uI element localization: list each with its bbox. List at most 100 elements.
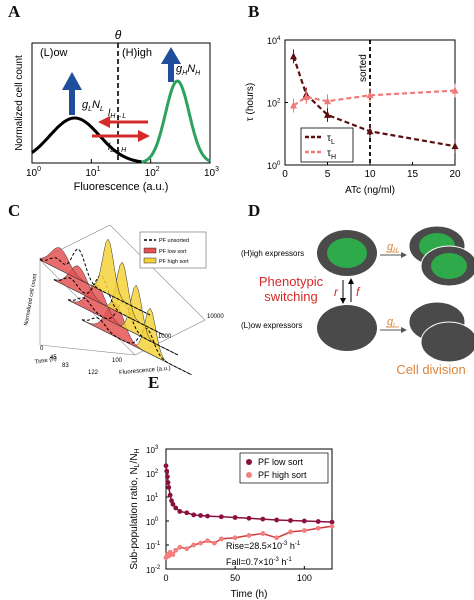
d-division-arrow-low: [380, 327, 407, 333]
panel-c-zlabel: Time (h): [34, 356, 57, 366]
panel-e-xlabel: Time (h): [231, 589, 268, 600]
panel-e-ytick-2: 100: [146, 517, 159, 527]
panel-e-xtick-1: 50: [230, 573, 240, 583]
panel-a-switch-l-to-h-arrow: [92, 130, 150, 142]
d-gh-label: gH: [387, 241, 398, 254]
panel-e-series-0-point-7: [170, 501, 176, 507]
panel-b-xtick-2: 10: [364, 169, 376, 180]
panel-e-series-1-point-8: [191, 542, 197, 548]
panel-label-e: E: [148, 373, 160, 392]
panel-e-series-0-point-19: [288, 518, 293, 523]
panel-a-high-label: (H)igh: [122, 47, 152, 59]
panel-e-series-1-point-6: [177, 544, 183, 550]
panel-e-ytick-4: 102: [146, 469, 159, 479]
panel-b-xlabel: ATc (ng/ml): [345, 185, 395, 196]
panel-e-series-1-point-12: [218, 536, 224, 542]
panel-b-axes: 0 5 10 15 20 100 102 104: [267, 36, 461, 180]
panel-b-xtick-4: 20: [449, 169, 461, 180]
d-division-arrow-high: [380, 252, 407, 258]
panel-e-series-1-point-17: [288, 529, 293, 535]
d-low-daughter-cells: [408, 301, 474, 363]
panel-e-axes: 0 50 100 10-2 10-1 100 101 102 103: [146, 445, 312, 583]
d-high-cell: [317, 230, 377, 276]
panel-b-series-line-0: [292, 55, 456, 148]
panel-e-series-0-point-2: [164, 474, 170, 480]
d-high-expressors-label: (H)igh expressors: [241, 249, 304, 258]
panel-e-series-0-point-14: [218, 514, 224, 520]
panel-e-series-0-point-3: [165, 480, 171, 485]
panel-e-fall-label: Fall=0.7×10-3 h-1: [226, 557, 292, 567]
panel-b-ytick-1: 102: [267, 99, 281, 109]
panel-e-series-0-point-9: [177, 509, 183, 514]
panel-e-legend: PF low sort PF high sort: [239, 452, 329, 484]
panel-e-legend-low: PF low sort: [258, 457, 304, 467]
panel-label-b: B: [248, 2, 260, 21]
panel-e-xtick-0: 0: [163, 573, 168, 583]
panel-e-ytick-0: 10-2: [146, 565, 161, 575]
panel-e-series-0-point-17: [260, 516, 266, 522]
panel-a-switch-l-to-h-label: lL→H: [108, 142, 127, 154]
panel-a-xlabel: Fluorescence (a.u.): [74, 181, 169, 193]
panel-a-low-curve: [31, 116, 142, 164]
panel-c-time-tick-3: 122: [88, 370, 99, 375]
panel-a-low-growth-arrow: [62, 72, 82, 115]
d-gl-label: gL: [387, 316, 396, 329]
panel-e-series-1-point-7: [184, 546, 190, 552]
panel-b-legend-tau-l: τL: [327, 133, 335, 146]
panel-e-series-1-point-11: [212, 540, 217, 546]
panel-e-series-0-point-12: [198, 513, 203, 518]
panel-b-xtick-1: 5: [325, 169, 331, 180]
panel-e-series-1-point-5: [173, 547, 179, 553]
panel-a-low-growth-label: gLNL: [82, 99, 104, 113]
d-low-cell: [317, 305, 377, 351]
panel-b-xtick-3: 15: [407, 169, 419, 180]
panel-e-ylabel: Sub-population ratio, NL/NH: [129, 448, 141, 569]
d-phenotypic-label: Phenotypic: [259, 274, 324, 289]
panel-c-time-tick-2: 83: [62, 363, 69, 369]
panel-e-series-0-point-16: [246, 515, 252, 521]
panel-e-series-1-point-20: [329, 523, 335, 529]
panel-e-series-1-point-15: [260, 531, 266, 536]
d-r-label: r: [334, 285, 339, 299]
panel-a-high-growth-arrow: [161, 47, 181, 82]
panel-a-xtick-2: 102: [145, 166, 160, 179]
panel-e-series-1-point-9: [198, 540, 203, 546]
panel-e-series-1-point-2: [166, 553, 172, 559]
panel-e-series-1-point-13: [232, 535, 238, 541]
panel-e-series-0-point-5: [167, 492, 173, 498]
panel-a-ylabel: Normalized cell count: [14, 55, 25, 151]
panel-b-ytick-2: 104: [267, 36, 281, 46]
panel-a-xtick-1: 101: [85, 166, 100, 179]
panel-b-ylabel: τ (hours): [245, 83, 256, 121]
panel-b-sorted-label: sorted: [358, 54, 369, 82]
d-switching-arrows: [340, 278, 354, 304]
panel-e-rise-label: Rise=28.5×10-3 h-1: [226, 541, 301, 551]
panel-b-series-line-1: [292, 89, 456, 107]
panel-c-time-tick-0: 0: [40, 346, 44, 352]
panel-e-ytick-1: 10-1: [146, 541, 161, 551]
panel-c-time-tick-1: 45: [50, 355, 57, 361]
panel-c-legend: PF unsorted PF low sort PF high sort: [139, 231, 207, 269]
panel-e-series-1-point-16: [274, 535, 280, 541]
panel-e-series-1-point-14: [246, 533, 252, 538]
panel-b-xtick-0: 0: [282, 169, 288, 180]
panel-a-xtick-0: 100: [26, 166, 41, 179]
panel-c-legend-unsorted: PF unsorted: [159, 238, 189, 244]
panel-e-series-1-point-18: [301, 528, 307, 533]
panel-e-ytick-3: 101: [146, 493, 159, 503]
panel-c-unsorted-curve-3: [81, 317, 193, 375]
panel-label-d: D: [248, 201, 261, 220]
panel-e-series-1-point-4: [170, 552, 176, 557]
panel-e-legend-high: PF high sort: [258, 470, 307, 480]
panel-e-series-0-point-1: [164, 468, 170, 474]
panel-e-series-0-point-8: [173, 505, 179, 511]
panel-c-chart: Normalized cell count Time (h) Fluoresce…: [23, 224, 224, 375]
panel-e-series-0-point-20: [301, 518, 307, 524]
panel-e-series-0-point-10: [184, 510, 190, 516]
panel-a-threshold-label: θ: [115, 28, 122, 42]
panel-c-x-tick-2: 10000: [207, 314, 224, 320]
d-cell-division-label: Cell division: [396, 362, 465, 375]
panel-e-series-0-point-13: [205, 513, 210, 519]
panel-a-high-growth-label: gHNH: [176, 63, 201, 77]
panel-e-series-0-point-0: [163, 463, 169, 469]
